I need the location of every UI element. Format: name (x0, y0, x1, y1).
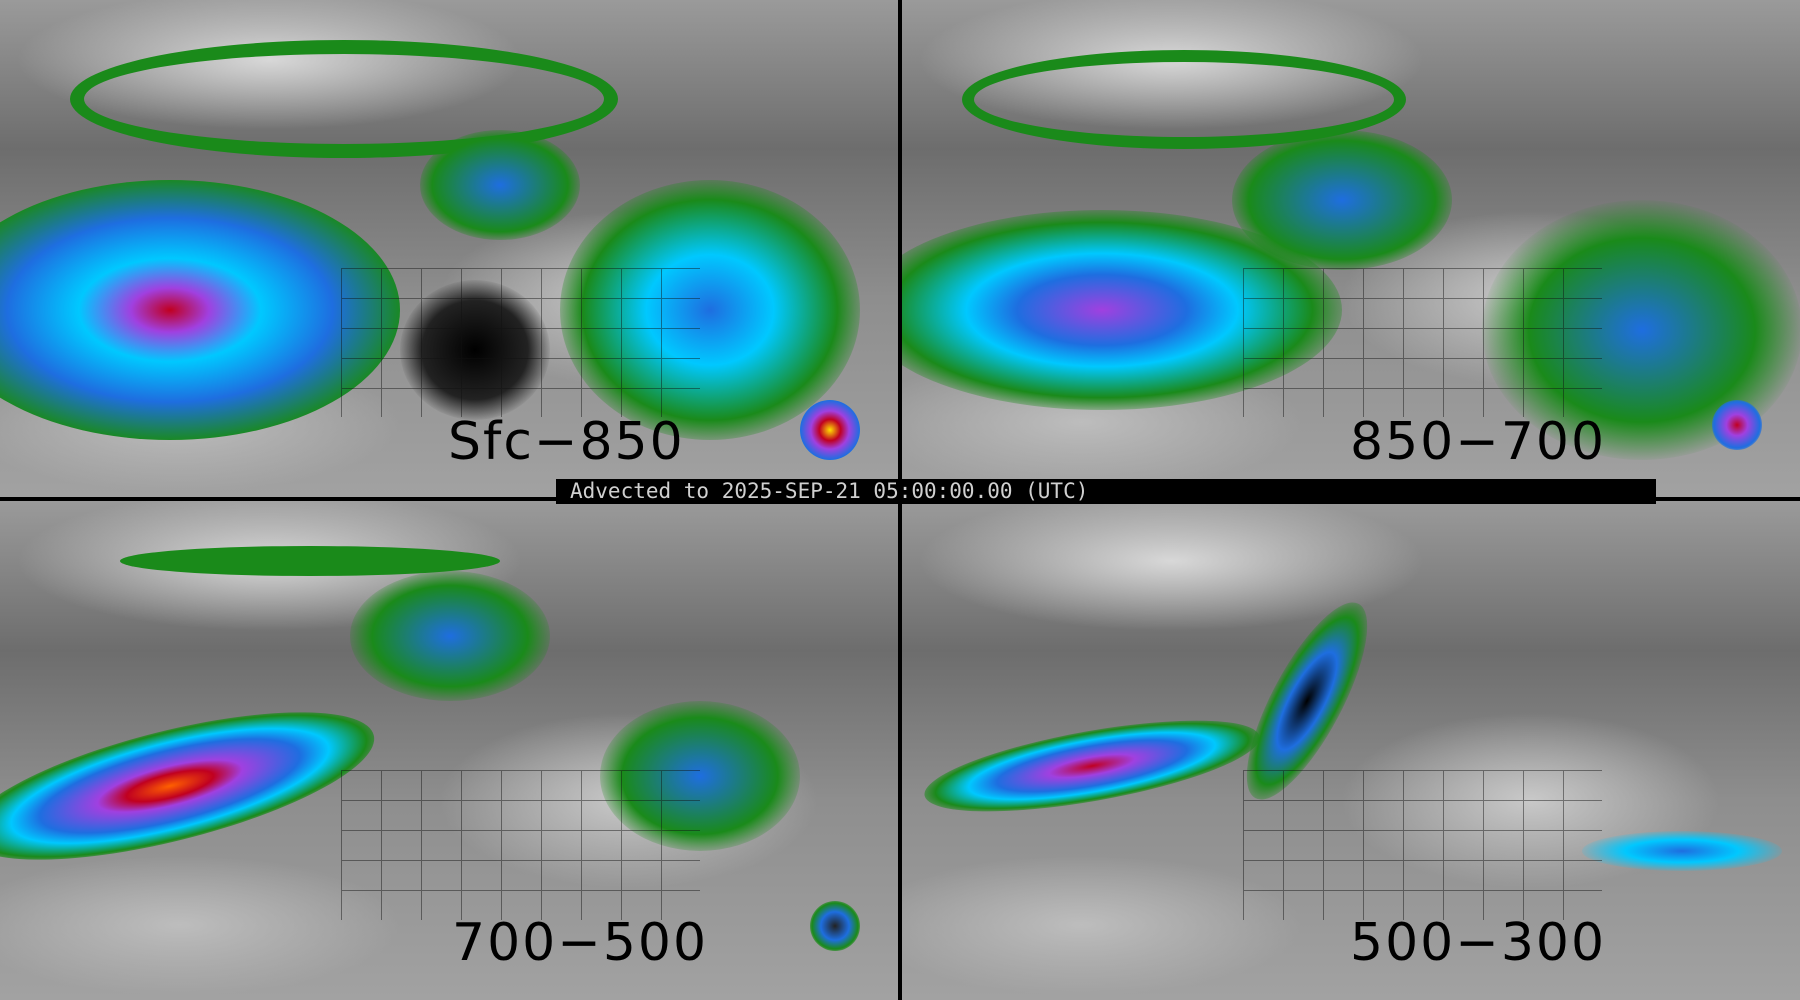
panel-500-300: 500−300 (902, 501, 1800, 1000)
panel-700-500: 700−500 (0, 501, 898, 1000)
layer-label: 700−500 (452, 913, 709, 973)
moisture-eastern (560, 180, 860, 440)
hurricane (810, 901, 860, 951)
moisture-canada (420, 130, 580, 240)
state-boundaries (341, 268, 701, 418)
moisture-canada (1232, 130, 1452, 270)
moisture-east (1582, 831, 1782, 871)
layer-label: 850−700 (1350, 412, 1607, 472)
state-boundaries (341, 770, 701, 921)
panel-850-700: 850−700 (902, 0, 1800, 497)
hurricane (800, 400, 860, 460)
state-boundaries (1243, 268, 1603, 418)
moisture-canada (350, 571, 550, 701)
moisture-eastern (600, 701, 800, 851)
state-boundaries (1243, 770, 1603, 921)
panel-sfc-850: Sfc−850 (0, 0, 898, 497)
layer-label: Sfc−850 (448, 412, 685, 472)
hurricane (1712, 400, 1762, 450)
valid-time-banner: Advected to 2025-SEP-21 05:00:00.00 (UTC… (556, 479, 1656, 504)
west-terrain-mask (400, 280, 550, 420)
moisture-pacific (0, 180, 400, 440)
layer-label: 500−300 (1350, 913, 1607, 973)
